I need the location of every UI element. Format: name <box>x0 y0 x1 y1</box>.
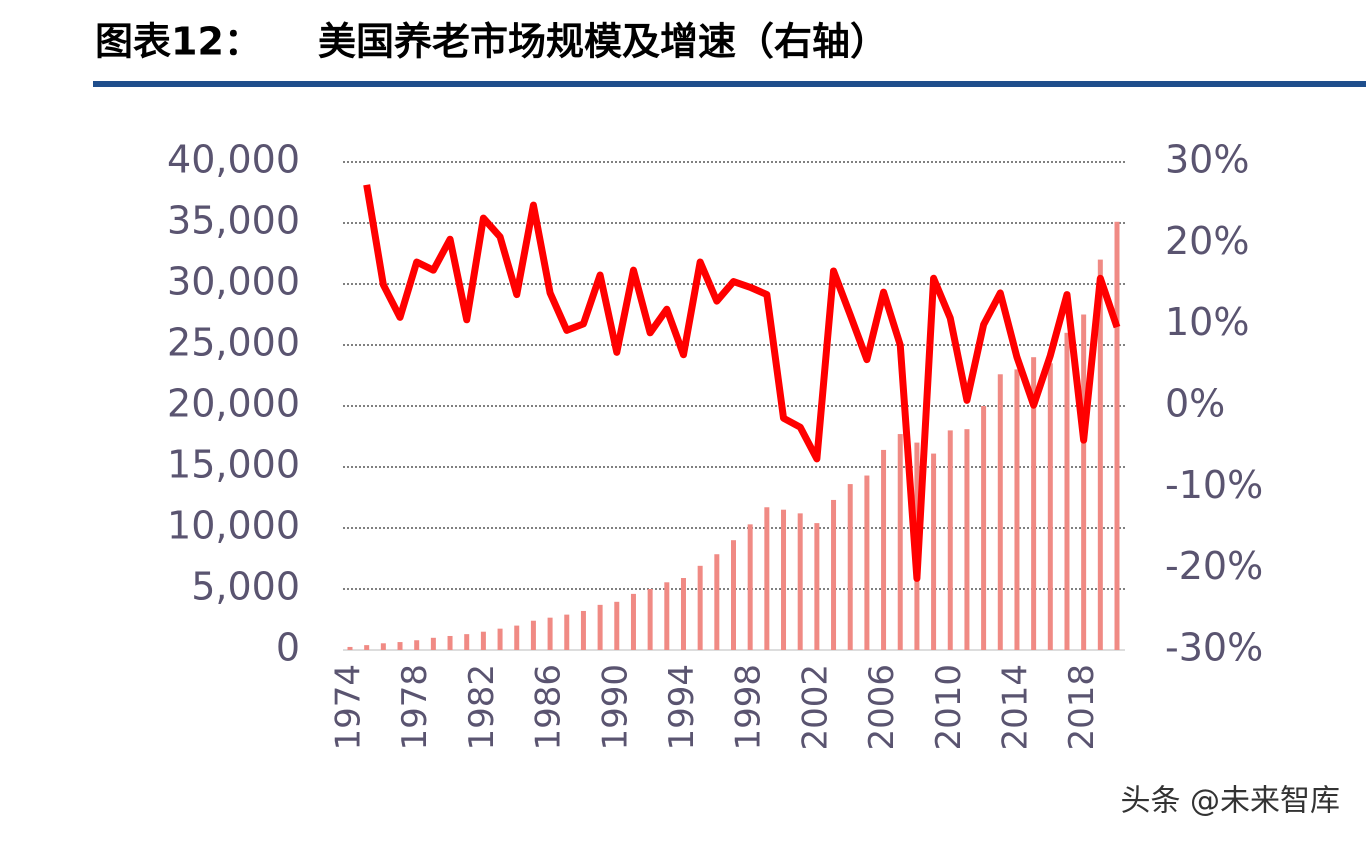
bar <box>831 499 837 650</box>
x-tick-label: 1982 <box>462 664 502 751</box>
y-tick-label: 15,000 <box>167 443 300 487</box>
x-tick-label: 1986 <box>529 664 569 751</box>
bar <box>731 540 736 650</box>
chart-title: 图表12： <box>95 20 262 64</box>
y-tick-label: 30,000 <box>167 260 300 304</box>
x-tick-label: 1990 <box>595 664 635 751</box>
bar <box>380 643 386 650</box>
y-tick-label: 5,000 <box>191 565 300 609</box>
bar <box>714 554 720 650</box>
bar <box>480 631 486 650</box>
y-tick-label: 35,000 <box>167 199 300 243</box>
bar <box>814 523 820 650</box>
y-tick-label: 40,000 <box>167 138 300 182</box>
bar <box>664 582 670 650</box>
bar <box>597 604 603 650</box>
bar <box>580 610 586 650</box>
bar <box>497 628 503 650</box>
x-tick-label: 1978 <box>395 664 435 751</box>
line <box>363 184 1121 582</box>
bar <box>1114 221 1120 650</box>
y-tick-label: 10,000 <box>167 504 300 548</box>
bar <box>1064 332 1070 650</box>
bar <box>897 434 903 650</box>
title-rule <box>93 81 1366 87</box>
bar <box>747 524 753 650</box>
x-tick-label: 2010 <box>929 664 969 751</box>
x-tick-label: 2018 <box>1062 664 1102 751</box>
bar <box>547 617 553 650</box>
bar <box>347 646 353 650</box>
y2-tick-label: 0% <box>1165 382 1225 426</box>
bar <box>514 625 520 650</box>
bar <box>530 620 536 650</box>
bar <box>964 429 970 650</box>
y2-tick-label: 20% <box>1165 219 1249 263</box>
bar <box>931 453 937 650</box>
bar <box>797 513 803 650</box>
y2-tick-label: -10% <box>1165 463 1263 507</box>
bar <box>864 475 870 650</box>
bar <box>781 509 787 650</box>
bar <box>630 593 636 650</box>
bar <box>997 374 1003 650</box>
x-tick-label: 1994 <box>662 664 702 751</box>
y2-tick-label: -30% <box>1165 626 1263 670</box>
bar <box>647 589 653 650</box>
watermark: 头条 @未来智库 <box>1120 784 1340 819</box>
bar <box>1031 357 1037 650</box>
bar <box>1097 259 1103 650</box>
bar <box>614 601 620 650</box>
bar <box>1047 363 1053 650</box>
y2-tick-label: 10% <box>1165 300 1249 344</box>
x-tick-label: 2014 <box>995 664 1035 751</box>
x-tick-label: 1998 <box>729 664 769 751</box>
bar <box>397 642 403 650</box>
bar <box>1014 369 1020 650</box>
chart-subtitle: 美国养老市场规模及增速（右轴） <box>318 20 888 64</box>
x-tick-label: 2006 <box>862 664 902 751</box>
bar <box>414 640 420 650</box>
bar <box>981 406 987 650</box>
bar <box>697 565 703 650</box>
bar <box>364 645 370 650</box>
y-tick-label: 25,000 <box>167 321 300 365</box>
x-tick-label: 2002 <box>795 664 835 751</box>
x-tick-label: 1974 <box>329 664 369 751</box>
y-tick-label: 0 <box>276 626 300 670</box>
bar <box>881 449 887 650</box>
bar <box>764 507 770 650</box>
bar <box>564 614 570 650</box>
bar <box>947 430 953 650</box>
bar <box>1081 314 1087 650</box>
bar <box>447 635 453 650</box>
bar <box>464 634 470 650</box>
bar <box>430 637 436 650</box>
bar <box>680 578 686 650</box>
y-tick-label: 20,000 <box>167 382 300 426</box>
bar <box>847 484 853 650</box>
y2-tick-label: -20% <box>1165 544 1263 588</box>
y2-tick-label: 30% <box>1165 138 1249 182</box>
